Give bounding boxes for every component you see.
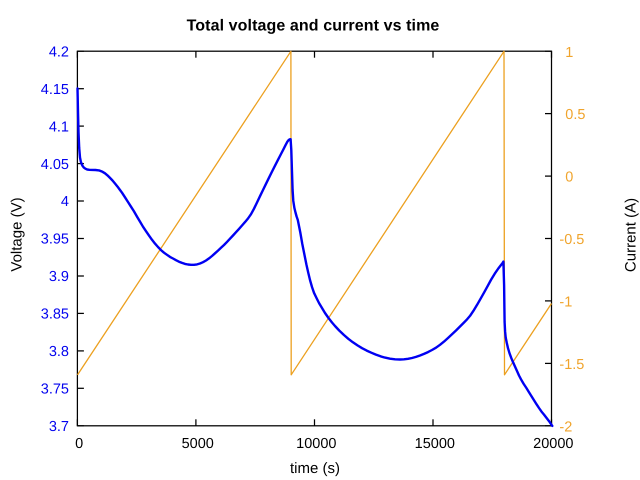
svg-text:3.85: 3.85 bbox=[41, 307, 69, 323]
svg-text:-1.5: -1.5 bbox=[559, 357, 584, 373]
svg-text:-0.5: -0.5 bbox=[559, 232, 584, 248]
svg-text:Current (A): Current (A) bbox=[623, 198, 640, 272]
svg-text:4.1: 4.1 bbox=[49, 119, 69, 135]
svg-text:0.5: 0.5 bbox=[565, 107, 585, 123]
svg-text:-2: -2 bbox=[559, 419, 572, 435]
svg-text:Voltage (V): Voltage (V) bbox=[9, 197, 26, 271]
svg-text:10000: 10000 bbox=[296, 436, 336, 452]
svg-text:4.2: 4.2 bbox=[49, 44, 69, 60]
svg-text:-1: -1 bbox=[559, 295, 572, 311]
svg-text:3.9: 3.9 bbox=[49, 269, 69, 285]
svg-text:time (s): time (s) bbox=[290, 460, 340, 477]
svg-text:Total voltage and current vs t: Total voltage and current vs time bbox=[187, 18, 440, 35]
svg-text:3.8: 3.8 bbox=[49, 344, 69, 360]
svg-text:20000: 20000 bbox=[533, 436, 573, 452]
svg-text:0: 0 bbox=[565, 170, 573, 186]
svg-text:0: 0 bbox=[75, 436, 83, 452]
svg-text:4.05: 4.05 bbox=[41, 157, 69, 173]
svg-text:3.75: 3.75 bbox=[41, 382, 69, 398]
svg-text:15000: 15000 bbox=[415, 436, 455, 452]
svg-text:4.15: 4.15 bbox=[41, 82, 69, 98]
svg-text:4: 4 bbox=[61, 194, 69, 210]
svg-text:1: 1 bbox=[565, 45, 573, 61]
svg-text:3.95: 3.95 bbox=[41, 232, 69, 248]
svg-text:3.7: 3.7 bbox=[49, 419, 69, 435]
svg-text:5000: 5000 bbox=[182, 436, 214, 452]
